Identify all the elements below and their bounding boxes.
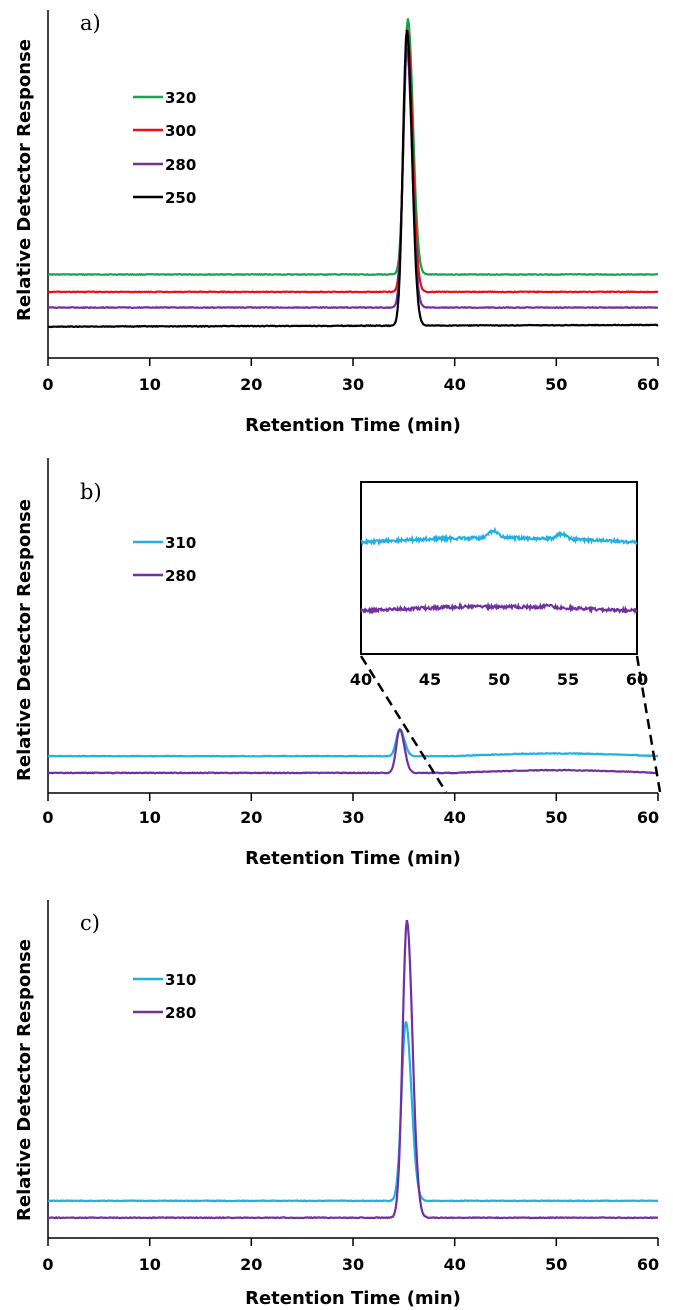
panel-a-x-axis-title: Retention Time (min) bbox=[245, 415, 461, 436]
series-line-310 bbox=[47, 1021, 659, 1203]
panel-c-tick-label: 50 bbox=[545, 1255, 567, 1274]
series-line-280 bbox=[47, 728, 658, 775]
panel-c-tick-label: 20 bbox=[240, 1255, 262, 1274]
inset-zoom-line-left bbox=[359, 655, 448, 793]
panel-b-legend-label: 280 bbox=[165, 567, 196, 585]
panel-a-legend-label: 250 bbox=[165, 189, 196, 207]
panel-a-y-axis-title: Relative Detector Response bbox=[14, 39, 35, 321]
panel-b-tick-label: 20 bbox=[240, 808, 262, 827]
inset-tick-label: 45 bbox=[419, 670, 441, 689]
panel-c-legend-label: 280 bbox=[165, 1004, 196, 1022]
panel-a-legend: 320 300 280 250 bbox=[133, 89, 196, 207]
panel-b-x-axis-title: Retention Time (min) bbox=[245, 848, 461, 869]
inset-series-group bbox=[360, 526, 638, 615]
panel-b-tick-label: 40 bbox=[444, 808, 466, 827]
panel-b-label: b) bbox=[80, 480, 102, 504]
panel-b-y-axis-title: Relative Detector Response bbox=[14, 499, 35, 781]
panel-b: b) Relative Detector Response 0 10 20 30… bbox=[14, 458, 662, 869]
series-line-280 bbox=[48, 919, 659, 1220]
series-line-300 bbox=[47, 29, 659, 294]
panel-b-tick-label: 10 bbox=[139, 808, 161, 827]
panel-b-inset: 40 45 50 55 60 bbox=[350, 481, 662, 793]
panel-a-legend-label: 320 bbox=[165, 89, 196, 107]
panel-c-x-axis-title: Retention Time (min) bbox=[245, 1288, 461, 1309]
panel-c-tick-label: 40 bbox=[444, 1255, 466, 1274]
panel-c-tick-label: 60 bbox=[637, 1255, 659, 1274]
panel-b-tick-label: 30 bbox=[342, 808, 364, 827]
panel-c-tick-label: 10 bbox=[139, 1255, 161, 1274]
panel-c: c) Relative Detector Response 0 10 20 30… bbox=[14, 900, 659, 1309]
inset-zoom-line-right bbox=[635, 655, 662, 793]
panel-c-legend-label: 310 bbox=[165, 971, 196, 989]
panel-a: a) Relative Detector Response 0 10 20 30… bbox=[14, 10, 659, 436]
inset-tick-label: 40 bbox=[350, 670, 372, 689]
inset-tick-label: 50 bbox=[488, 670, 510, 689]
panel-b-legend-label: 310 bbox=[165, 534, 196, 552]
panel-c-x-ticks: 0 10 20 30 40 50 60 bbox=[42, 1238, 659, 1274]
panel-c-label: c) bbox=[80, 911, 100, 935]
panel-c-series-group bbox=[47, 919, 659, 1220]
panel-a-tick-label: 50 bbox=[545, 375, 567, 394]
panel-a-tick-label: 20 bbox=[240, 375, 262, 394]
panel-b-tick-label: 0 bbox=[42, 808, 53, 827]
panel-a-tick-label: 40 bbox=[444, 375, 466, 394]
panel-a-tick-label: 60 bbox=[637, 375, 659, 394]
inset-series-line-280 bbox=[360, 601, 638, 615]
panel-c-legend: 310 280 bbox=[133, 971, 196, 1022]
panel-b-x-ticks: 0 10 20 30 40 50 60 bbox=[42, 793, 659, 827]
series-line-280 bbox=[47, 47, 659, 310]
panel-a-legend-label: 300 bbox=[165, 122, 196, 140]
panel-a-tick-label: 10 bbox=[139, 375, 161, 394]
panel-a-series-group bbox=[47, 18, 659, 329]
panel-c-y-axis-title: Relative Detector Response bbox=[14, 939, 35, 1221]
panel-a-x-ticks: 0 10 20 30 40 50 60 bbox=[42, 358, 659, 394]
panel-c-tick-label: 0 bbox=[42, 1255, 53, 1274]
inset-series-line-310 bbox=[360, 526, 638, 547]
inset-tick-label: 55 bbox=[557, 670, 579, 689]
panel-b-legend: 310 280 bbox=[133, 534, 196, 585]
panel-a-legend-label: 280 bbox=[165, 156, 196, 174]
panel-b-tick-label: 50 bbox=[545, 808, 567, 827]
inset-tick-label: 60 bbox=[626, 670, 648, 689]
inset-frame bbox=[360, 481, 638, 655]
panel-a-tick-label: 0 bbox=[42, 375, 53, 394]
series-line-320 bbox=[48, 18, 658, 277]
panel-c-tick-label: 30 bbox=[342, 1255, 364, 1274]
panel-b-tick-label: 60 bbox=[637, 808, 659, 827]
panel-a-label: a) bbox=[80, 11, 101, 35]
series-line-250 bbox=[47, 29, 659, 329]
panel-b-series-group bbox=[47, 727, 659, 775]
series-line-310 bbox=[47, 727, 659, 758]
panel-a-tick-label: 30 bbox=[342, 375, 364, 394]
